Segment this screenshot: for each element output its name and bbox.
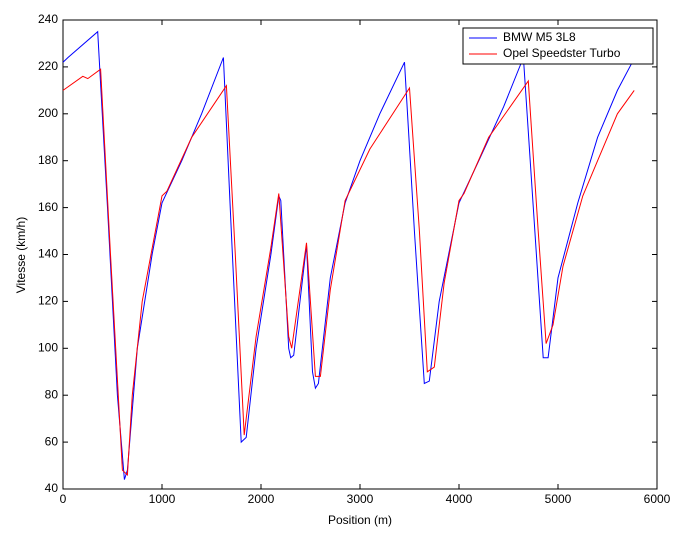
x-tick-label: 0: [60, 492, 67, 506]
x-axis-label: Position (m): [328, 513, 392, 527]
x-tick-label: 4000: [446, 492, 473, 506]
legend-box: [462, 27, 654, 65]
series-line: [62, 68, 635, 476]
x-tick-label: 1000: [149, 492, 176, 506]
y-axis-label: Vitesse (km/h): [14, 217, 28, 293]
legend-label: BMW M5 3L8: [503, 30, 576, 44]
y-tick-label: 240: [38, 12, 58, 26]
y-tick-label: 120: [38, 294, 58, 308]
series-line: [62, 30, 633, 480]
y-tick-label: 60: [45, 434, 59, 448]
y-tick-label: 100: [38, 340, 58, 354]
y-tick-label: 140: [38, 247, 58, 261]
y-tick-label: 200: [38, 106, 58, 120]
y-tick-label: 180: [38, 153, 58, 167]
x-tick-label: 5000: [545, 492, 572, 506]
x-tick-label: 3000: [347, 492, 374, 506]
y-tick-label: 80: [45, 387, 59, 401]
x-tick-label: 2000: [248, 492, 275, 506]
y-tick-label: 220: [38, 59, 58, 73]
x-tick-label: 6000: [644, 492, 671, 506]
legend-label: Opel Speedster Turbo: [503, 46, 621, 60]
y-tick-label: 40: [45, 481, 59, 495]
y-tick-label: 160: [38, 200, 58, 214]
